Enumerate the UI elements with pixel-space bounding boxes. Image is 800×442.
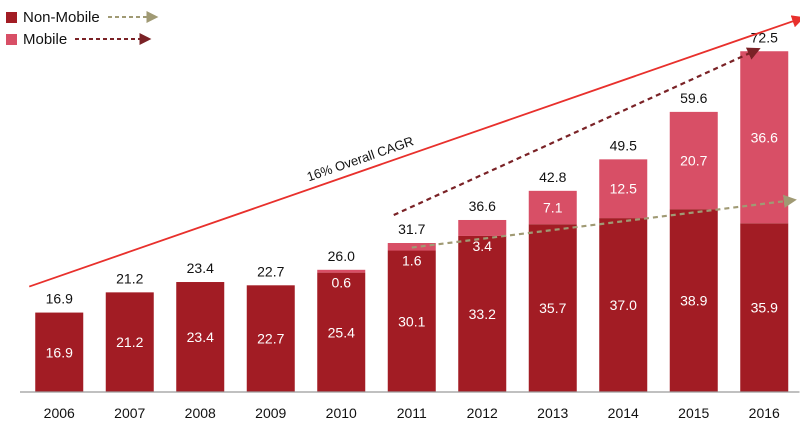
bar-non-mobile-2008 bbox=[176, 282, 225, 392]
bar-non-mobile-2015 bbox=[669, 209, 718, 392]
value-label-mobile-2011: 1.6 bbox=[402, 253, 422, 269]
x-tick-label-2007: 2007 bbox=[114, 405, 145, 421]
value-label-non-mobile-2016: 35.9 bbox=[751, 300, 778, 316]
bar-mobile-2012 bbox=[458, 219, 507, 236]
non-mobile-trend-arrow bbox=[411, 194, 797, 249]
bar-non-mobile-2014 bbox=[599, 218, 648, 392]
value-label-mobile-2015: 20.7 bbox=[680, 153, 707, 169]
value-label-non-mobile-2013: 35.7 bbox=[539, 300, 566, 316]
legend-item-mobile[interactable]: Mobile bbox=[6, 28, 164, 50]
x-tick-label-2006: 2006 bbox=[44, 405, 75, 421]
x-tick-label-2015: 2015 bbox=[678, 405, 709, 421]
legend-label-non-mobile: Non-Mobile bbox=[23, 8, 100, 26]
bar-non-mobile-2006 bbox=[35, 312, 84, 392]
bar-mobile-2016 bbox=[740, 51, 789, 224]
bar-non-mobile-2013 bbox=[528, 224, 577, 392]
bar-mobile-2015 bbox=[669, 111, 718, 210]
bar-non-mobile-2011 bbox=[387, 250, 436, 392]
value-label-non-mobile-2012: 33.2 bbox=[469, 306, 496, 322]
legend-label-mobile: Mobile bbox=[23, 30, 68, 48]
value-label-non-mobile-2014: 37.0 bbox=[610, 297, 637, 313]
value-label-mobile-2010: 0.6 bbox=[332, 275, 352, 291]
x-tick-label-2014: 2014 bbox=[608, 405, 639, 421]
x-tick-label-2016: 2016 bbox=[749, 405, 780, 421]
bar-mobile-2010 bbox=[317, 269, 366, 273]
bar-mobile-2014 bbox=[599, 159, 648, 219]
bar-mobile-2013 bbox=[528, 190, 577, 225]
total-label-2012: 36.6 bbox=[469, 198, 496, 214]
legend-item-non-mobile[interactable]: Non-Mobile bbox=[6, 6, 164, 28]
cagr-trend-arrow bbox=[28, 15, 800, 288]
x-tick-label-2012: 2012 bbox=[467, 405, 498, 421]
legend-arrow-non-mobile bbox=[107, 11, 159, 23]
value-label-mobile-2016: 36.6 bbox=[751, 129, 778, 145]
total-label-2013: 42.8 bbox=[539, 169, 566, 185]
total-label-2009: 22.7 bbox=[257, 263, 284, 279]
x-tick-label-2008: 2008 bbox=[185, 405, 216, 421]
x-tick-label-2010: 2010 bbox=[326, 405, 357, 421]
x-tick-label-2011: 2011 bbox=[397, 405, 427, 421]
total-label-2015: 59.6 bbox=[680, 90, 707, 106]
value-label-non-mobile-2010: 25.4 bbox=[328, 324, 355, 340]
bar-non-mobile-2010 bbox=[317, 272, 366, 392]
total-label-2007: 21.2 bbox=[116, 270, 143, 286]
total-label-2014: 49.5 bbox=[610, 137, 637, 153]
value-label-mobile-2012: 3.4 bbox=[473, 238, 493, 254]
legend: Non-Mobile Mobile bbox=[6, 6, 164, 50]
value-label-non-mobile-2008: 23.4 bbox=[187, 329, 214, 345]
bar-non-mobile-2007 bbox=[105, 292, 154, 392]
x-tick-label-2009: 2009 bbox=[255, 405, 286, 421]
value-label-non-mobile-2006: 16.9 bbox=[46, 344, 73, 360]
total-label-2006: 16.9 bbox=[46, 291, 73, 307]
legend-swatch-non-mobile bbox=[6, 11, 17, 23]
total-label-2008: 23.4 bbox=[187, 260, 214, 276]
total-label-2010: 26.0 bbox=[328, 248, 355, 264]
total-label-2011: 31.7 bbox=[398, 221, 425, 237]
bar-non-mobile-2009 bbox=[246, 285, 295, 392]
bar-non-mobile-2016 bbox=[740, 223, 789, 392]
value-label-non-mobile-2009: 22.7 bbox=[257, 331, 284, 347]
legend-swatch-mobile bbox=[6, 33, 17, 45]
value-label-mobile-2013: 7.1 bbox=[543, 200, 563, 216]
value-label-non-mobile-2015: 38.9 bbox=[680, 293, 707, 309]
x-tick-label-2013: 2013 bbox=[537, 405, 568, 421]
mobile-trend-arrow bbox=[393, 47, 761, 217]
value-label-non-mobile-2011: 30.1 bbox=[398, 313, 425, 329]
value-label-mobile-2014: 12.5 bbox=[610, 181, 637, 197]
value-label-non-mobile-2007: 21.2 bbox=[116, 334, 143, 350]
legend-arrow-mobile bbox=[75, 33, 152, 45]
bar-non-mobile-2012 bbox=[458, 235, 507, 392]
